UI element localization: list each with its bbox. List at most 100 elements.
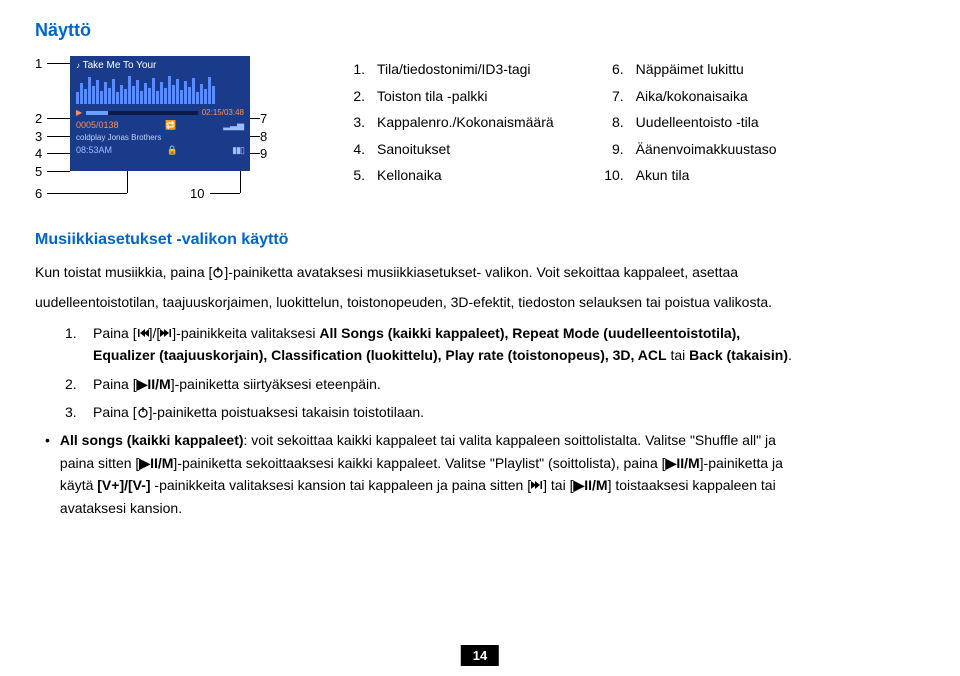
callout-7: 7 (260, 111, 267, 126)
item-body: Paina []/[]-painikkeita valitaksesi All … (93, 322, 792, 367)
music-note-icon: ♪ (76, 61, 80, 70)
text: Kun toistat musiikkia, paina [ (35, 264, 212, 280)
bullet-marker: • (45, 429, 50, 519)
intro-paragraph: Kun toistat musiikkia, paina [ ]-painiket… (35, 261, 925, 283)
item-body: Paina [▶II/M]-painiketta siirtyäksesi et… (93, 373, 381, 395)
legend-num: 8. (604, 109, 624, 136)
legend-text: Uudelleentoisto -tila (636, 109, 759, 136)
list-item: 2. Paina [▶II/M]-painiketta siirtyäksesi… (65, 373, 925, 395)
text: : voit sekoittaa kaikki kappaleet tai va… (244, 432, 776, 448)
text: ] toistaaksesi kappaleen tai (608, 477, 776, 493)
list-item: 3. Paina []-painiketta poistuaksesi taka… (65, 401, 925, 423)
text: ]-painiketta avataksesi musiikkiasetukse… (224, 264, 738, 280)
list-item: 1. Paina []/[]-painikkeita valitaksesi A… (65, 322, 925, 367)
legend-text: Kappalenro./Kokonaismäärä (377, 109, 554, 136)
legend-num: 4. (345, 136, 365, 163)
bold-text: Back (takaisin) (689, 347, 788, 363)
page-title: Näyttö (35, 20, 925, 41)
text: ]/[ (149, 325, 161, 341)
legend-columns: 1.Tila/tiedostonimi/ID3-tagi 2.Toiston t… (345, 56, 925, 206)
leader-line (210, 193, 240, 194)
diagram-column: 1 2 3 4 5 6 7 8 9 10 ♪ Take Me To Your (35, 56, 305, 206)
player-screen-mockup: ♪ Take Me To Your ▶ 02:15/03:48 0005/013… (70, 56, 250, 171)
screen-song-title: ♪ Take Me To Your (76, 60, 244, 71)
leader-line (250, 118, 260, 119)
legend-item: 10.Akun tila (604, 162, 777, 189)
text: Paina [ (93, 376, 137, 392)
bullet-item: • All songs (kaikki kappaleet): voit sek… (45, 429, 925, 519)
item-number: 1. (65, 322, 83, 367)
legend-item: 9.Äänenvoimakkuustaso (604, 136, 777, 163)
legend-item: 4. Sanoitukset (345, 136, 554, 163)
next-icon (531, 479, 543, 491)
volume-indicator: ▂▃▅ (223, 120, 244, 131)
legend-num: 9. (604, 136, 624, 163)
item-body: Paina []-painiketta poistuaksesi takaisi… (93, 401, 424, 423)
text: tai (667, 347, 690, 363)
legend-num: 1. (345, 56, 365, 83)
text: paina sitten [ (60, 455, 139, 471)
artists-text: coldplay Jonas Brothers (76, 133, 244, 142)
legend-item: 1. Tila/tiedostonimi/ID3-tagi (345, 56, 554, 83)
text: käytä (60, 477, 97, 493)
leader-line (47, 118, 70, 119)
waveform (76, 74, 244, 104)
power-icon (137, 406, 149, 418)
legend-item: 8. Uudelleentoisto -tila (604, 109, 777, 136)
legend-text: Tila/tiedostonimi/ID3-tagi (377, 56, 531, 83)
intro-paragraph-2: uudelleentoistotilan, taajuuskorjaimen, … (35, 291, 925, 313)
power-icon (212, 266, 224, 278)
legend-text: Kellonaika (377, 162, 442, 189)
leader-line (47, 171, 70, 172)
text: Paina [ (93, 404, 137, 420)
callout-1: 1 (35, 56, 42, 71)
leader-line (250, 136, 260, 137)
legend-left: 1.Tila/tiedostonimi/ID3-tagi 2.Toiston t… (345, 56, 554, 206)
play-pause-m-icon: ▶II/M (139, 455, 173, 471)
battery-icon: ▮▮▯ (232, 145, 244, 156)
track-count: 0005/0138 (76, 120, 119, 131)
legend-text: Sanoitukset (377, 136, 450, 163)
legend-item: 7.Aika/kokonaisaika (604, 83, 777, 110)
legend-item: 5. Kellonaika (345, 162, 554, 189)
text: ]-painiketta siirtyäksesi eteenpäin. (171, 376, 381, 392)
text: Paina [ (93, 325, 137, 341)
bold-text: Equalizer (taajuuskorjain), Classificati… (93, 347, 667, 363)
text: -painikkeita valitaksesi kansion tai kap… (151, 477, 532, 493)
legend-num: 3. (345, 109, 365, 136)
legend-text: Näppäimet lukittu (636, 56, 744, 83)
callout-4: 4 (35, 146, 42, 161)
legend-item: 6. Näppäimet lukittu (604, 56, 777, 83)
legend-num: 6. (604, 56, 624, 83)
top-section: 1 2 3 4 5 6 7 8 9 10 ♪ Take Me To Your (35, 56, 925, 206)
callout-2: 2 (35, 111, 42, 126)
legend-text: Aika/kokonaisaika (636, 83, 748, 110)
prev-icon (137, 327, 149, 339)
song-title-text: Take Me To Your (83, 60, 157, 71)
next-icon (160, 327, 172, 339)
text: ] tai [ (543, 477, 573, 493)
callout-3: 3 (35, 129, 42, 144)
legend-text: Toiston tila -palkki (377, 83, 488, 110)
repeat-icon: 🔁 (165, 120, 176, 131)
legend-num: 5. (345, 162, 365, 189)
leader-line (47, 193, 127, 194)
progress-row: ▶ 02:15/03:48 (76, 108, 244, 117)
callout-8: 8 (260, 129, 267, 144)
track-row: 0005/0138 🔁 ▂▃▅ (76, 120, 244, 131)
play-pause-m-icon: ▶II/M (666, 455, 700, 471)
leader-line (47, 153, 70, 154)
section-subtitle: Musiikkiasetukset -valikon käyttö (35, 231, 925, 249)
bold-text: All songs (kaikki kappaleet) (60, 432, 244, 448)
bullet-body: All songs (kaikki kappaleet): voit sekoi… (60, 429, 783, 519)
leader-line (47, 63, 70, 64)
text: ]-painiketta ja (700, 455, 783, 471)
status-row: 08:53AM 🔒 ▮▮▯ (76, 145, 244, 156)
leader-line (250, 153, 260, 154)
page-number: 14 (461, 645, 499, 666)
text: avataksesi kansion. (60, 500, 182, 516)
legend-right: 6.Näppäimet lukittu 7.Aika/kokonaisaika … (604, 56, 777, 206)
time-display: 02:15/03:48 (202, 108, 244, 117)
bold-text: All Songs (kaikki kappaleet), Repeat Mod… (319, 325, 740, 341)
callout-6: 6 (35, 186, 42, 201)
